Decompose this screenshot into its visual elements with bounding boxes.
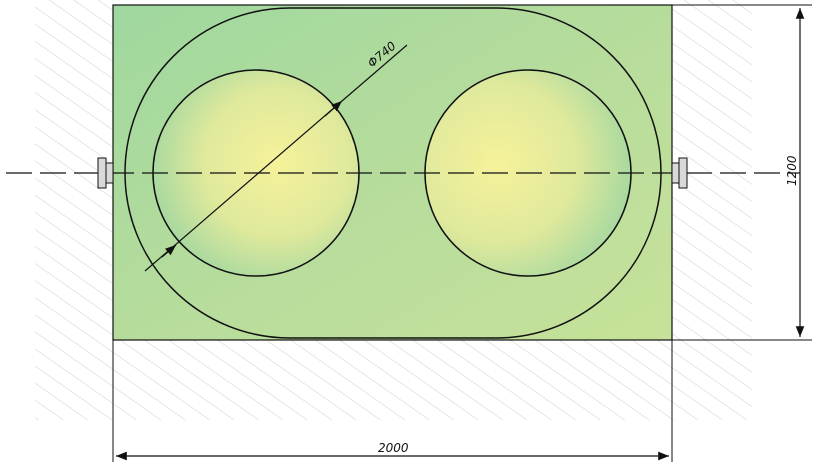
- width-dimension: 2000: [112, 340, 673, 462]
- stadium-outline: [124, 7, 662, 339]
- hatched-ground: [35, 0, 752, 420]
- right-pin: [671, 157, 688, 189]
- height-dimension: 1200: [672, 4, 812, 341]
- width-label: 2000: [378, 441, 409, 455]
- left-pin: [97, 157, 114, 189]
- height-label: 1200: [785, 155, 799, 186]
